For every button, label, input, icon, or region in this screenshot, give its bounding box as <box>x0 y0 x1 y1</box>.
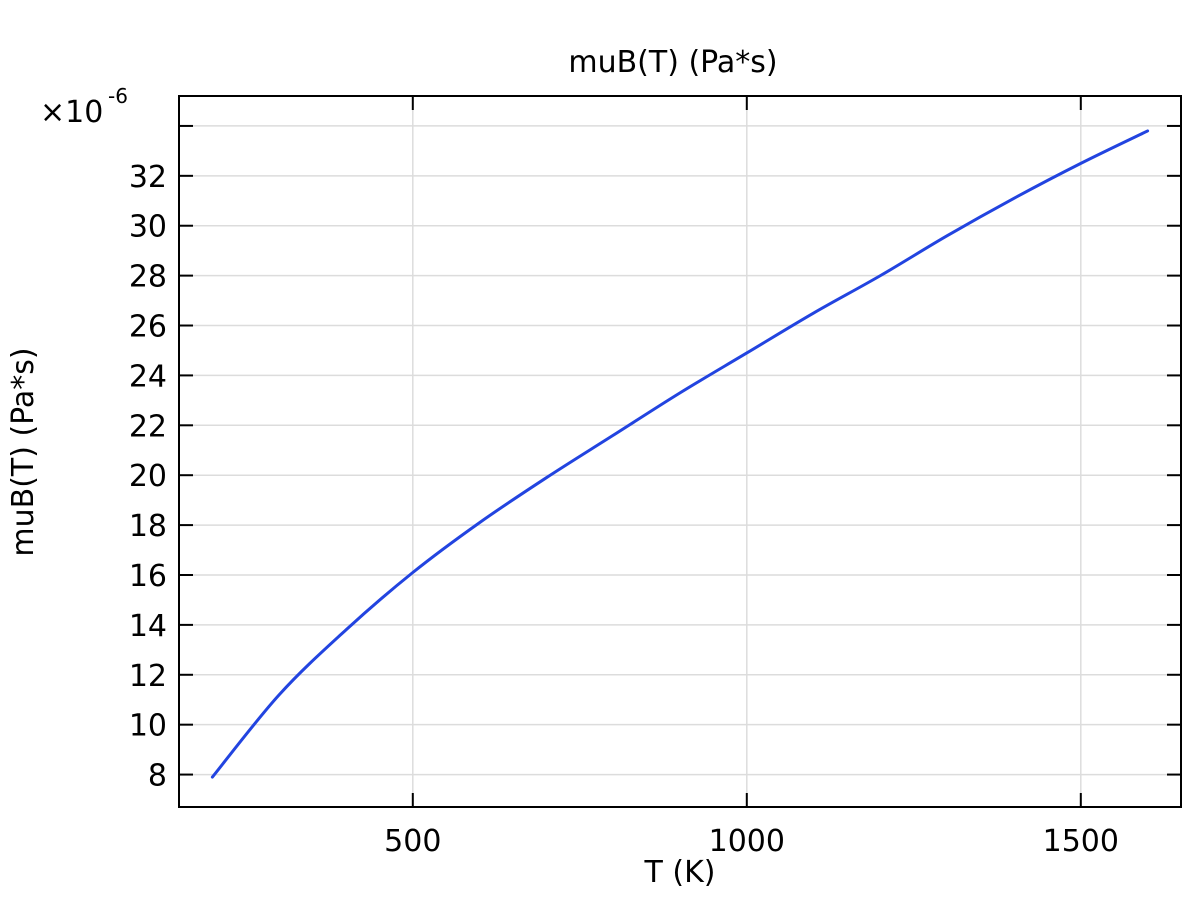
y-tick-label: 30 <box>129 210 167 245</box>
y-tick-label: 32 <box>129 160 167 195</box>
series-line <box>210 129 1150 779</box>
y-tick-label: 10 <box>129 709 167 744</box>
y-tick-label: 26 <box>129 310 167 345</box>
x-tick-label: 1000 <box>709 824 785 859</box>
y-multiplier-exponent: -6 <box>108 84 128 108</box>
x-tick-labels: 500 1000 1500 <box>384 824 1119 859</box>
chart-title: muB(T) (Pa*s) <box>568 45 777 80</box>
y-tick-label: 24 <box>129 359 167 394</box>
y-tick-label: 14 <box>129 609 167 644</box>
x-tick-label: 1500 <box>1043 824 1119 859</box>
series-layer <box>210 129 1150 779</box>
y-tick-labels: 8 10 12 14 16 18 20 22 24 26 28 30 32 <box>129 160 167 794</box>
gridlines <box>179 96 1181 807</box>
y-tick-label: 20 <box>129 459 167 494</box>
y-tick-label: 8 <box>148 759 167 794</box>
y-tick-label: 28 <box>129 260 167 295</box>
y-tick-label: 18 <box>129 509 167 544</box>
y-multiplier-base: ×10 <box>40 95 103 130</box>
x-tick-label: 500 <box>384 824 441 859</box>
y-tick-label: 16 <box>129 559 167 594</box>
axis-ticks <box>179 96 1181 807</box>
y-axis-label: muB(T) (Pa*s) <box>6 347 41 556</box>
y-tick-label: 12 <box>129 659 167 694</box>
plot-frame <box>178 95 1182 808</box>
x-axis-label: T (K) <box>644 855 716 890</box>
y-tick-label: 22 <box>129 409 167 444</box>
